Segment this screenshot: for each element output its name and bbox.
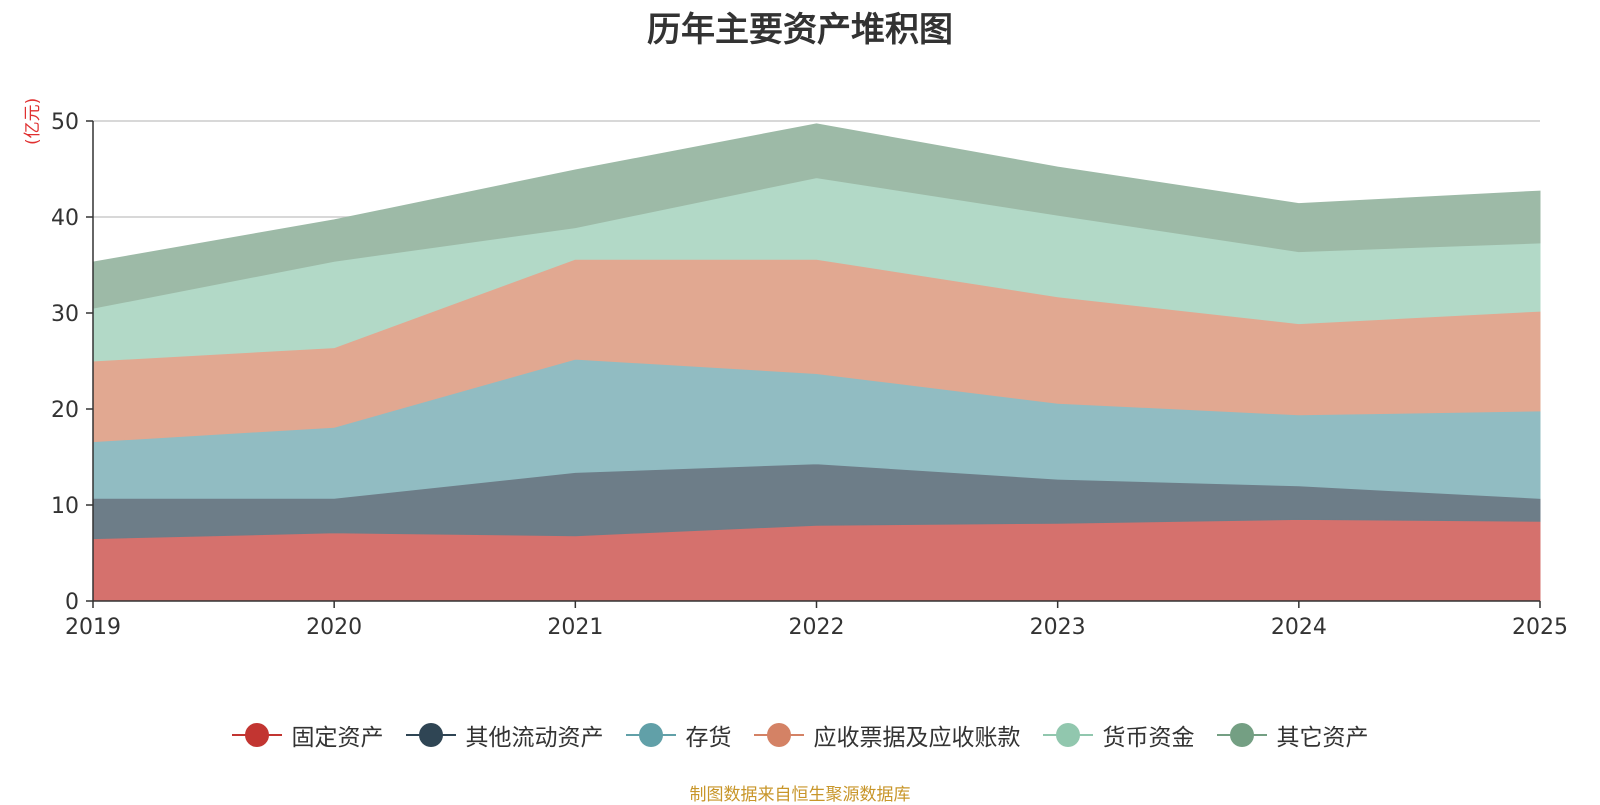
y-tick-label: 40 — [51, 206, 79, 231]
axes: 0 10 20 30 40 50 2019 2020 2021 2022 2023 2024 2025 — [51, 110, 1568, 640]
legend-item[interactable]: 货币资金 — [1042, 718, 1195, 752]
area-其它资产[interactable] — [92, 123, 1541, 309]
x-tick-label: 2019 — [65, 615, 121, 640]
legend-label: 应收票据及应收账款 — [813, 725, 1021, 751]
legend-marker-dot — [766, 723, 791, 747]
legend-item[interactable]: 存货 — [625, 718, 732, 752]
legend-item[interactable]: 固定资产 — [231, 718, 384, 752]
source-note: 制图数据来自恒生聚源数据库 — [689, 785, 911, 805]
x-tick-label: 2024 — [1271, 615, 1327, 640]
legend-item[interactable]: 其它资产 — [1216, 718, 1369, 752]
legend-item[interactable]: 其他流动资产 — [405, 718, 604, 752]
legend-marker-icon — [753, 723, 804, 747]
legend-label: 存货 — [685, 725, 732, 751]
y-tick-label: 30 — [51, 302, 79, 327]
legend-marker-icon — [1216, 723, 1267, 747]
legend-label: 货币资金 — [1102, 725, 1195, 751]
legend-marker-icon — [625, 723, 676, 747]
legend-marker-dot — [1229, 723, 1254, 747]
x-tick-label: 2023 — [1030, 615, 1086, 640]
y-tick-label: 0 — [65, 590, 79, 615]
x-tick-label: 2025 — [1512, 615, 1568, 640]
legend-marker-icon — [405, 723, 456, 747]
x-tick-label: 2021 — [547, 615, 603, 640]
legend-marker-dot — [244, 723, 269, 747]
chart-title: 历年主要资产堆积图 — [647, 10, 953, 50]
legend-label: 其他流动资产 — [465, 725, 604, 751]
x-tick-label: 2022 — [789, 615, 845, 640]
y-tick-label: 20 — [51, 398, 79, 423]
stacked-area-chart: 0 10 20 30 40 50 2019 2020 2021 2022 2023 2024 2025 — [51, 110, 1568, 640]
legend-marker-dot — [418, 723, 443, 747]
legend-marker-dot — [1055, 723, 1080, 747]
area-series — [92, 123, 1541, 602]
legend: 固定资产 其他流动资产 存货 应收票据及应收账款 货币资金 其它资产 — [0, 718, 1600, 752]
y-tick-label: 10 — [51, 494, 79, 519]
x-tick-label: 2020 — [306, 615, 362, 640]
legend-label: 其它资产 — [1276, 725, 1369, 751]
y-tick-label: 50 — [51, 110, 79, 135]
legend-marker-icon — [231, 723, 282, 747]
legend-marker-icon — [1042, 723, 1093, 747]
legend-marker-dot — [638, 723, 663, 747]
legend-label: 固定资产 — [291, 725, 384, 751]
legend-item[interactable]: 应收票据及应收账款 — [753, 718, 1021, 752]
